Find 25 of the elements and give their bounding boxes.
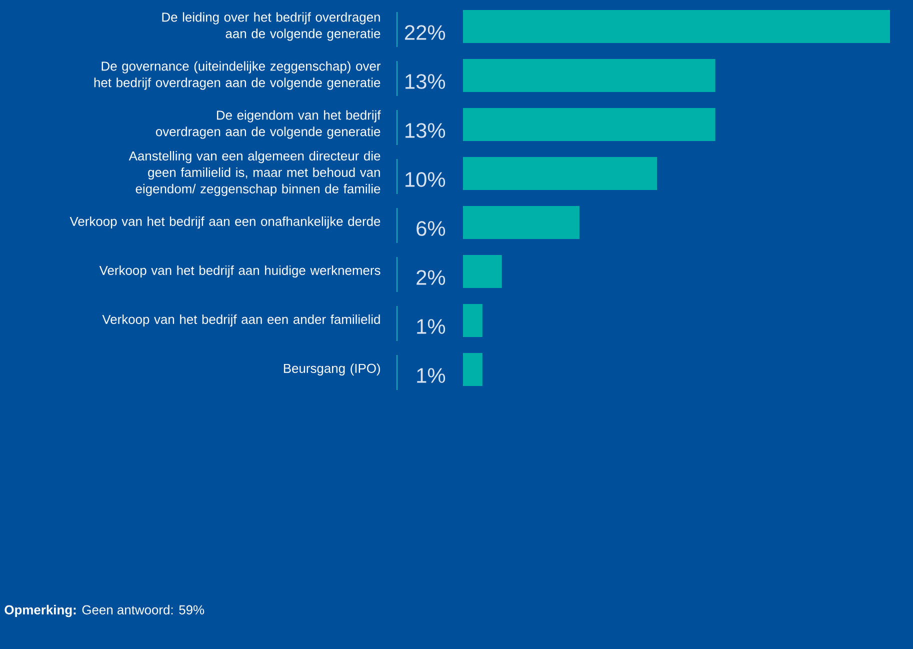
y-tick-label: De governance (uiteindelijke zeggenschap) over het bedrijf overdragen aan de volgende generatie bbox=[94, 61, 381, 90]
data-label: 22% bbox=[404, 25, 446, 40]
bar bbox=[463, 10, 890, 43]
data-label: 13% bbox=[406, 123, 446, 138]
bar bbox=[463, 304, 482, 337]
y-tick-label: Aanstelling van een algemeen directeur die geen familielid is, maar met behoud van eigendom/ zeggenschap binnen de familie bbox=[128, 151, 380, 196]
data-label: 1% bbox=[417, 319, 446, 334]
y-tick-label: Beursgang (IPO) bbox=[284, 363, 380, 376]
bar bbox=[463, 58, 716, 92]
bar bbox=[463, 353, 482, 386]
data-label: 10% bbox=[406, 172, 446, 187]
y-tick-label: Verkoop van het bedrijf aan een ander familielid bbox=[102, 314, 380, 327]
data-label: 2% bbox=[416, 270, 446, 285]
bar bbox=[463, 255, 502, 288]
data-label: 1% bbox=[417, 368, 446, 383]
y-tick-label: De eigendom van het bedrijf overdragen aan de volgende generatie bbox=[156, 110, 381, 139]
data-label: 6% bbox=[416, 221, 446, 236]
y-tick-label: Verkoop van het bedrijf aan een onafhankelijke derde bbox=[70, 216, 380, 229]
data-label: 13% bbox=[406, 74, 446, 89]
y-tick-label: Verkoop van het bedrijf aan huidige werknemers bbox=[99, 265, 380, 278]
text: Opmerking: Geen antwoord: 59% bbox=[4, 604, 204, 618]
bar bbox=[463, 156, 658, 190]
y-tick-label: De leiding over het bedrijf overdragen aan de volgende generatie bbox=[162, 12, 380, 41]
bar bbox=[463, 108, 716, 141]
bar bbox=[463, 206, 580, 239]
